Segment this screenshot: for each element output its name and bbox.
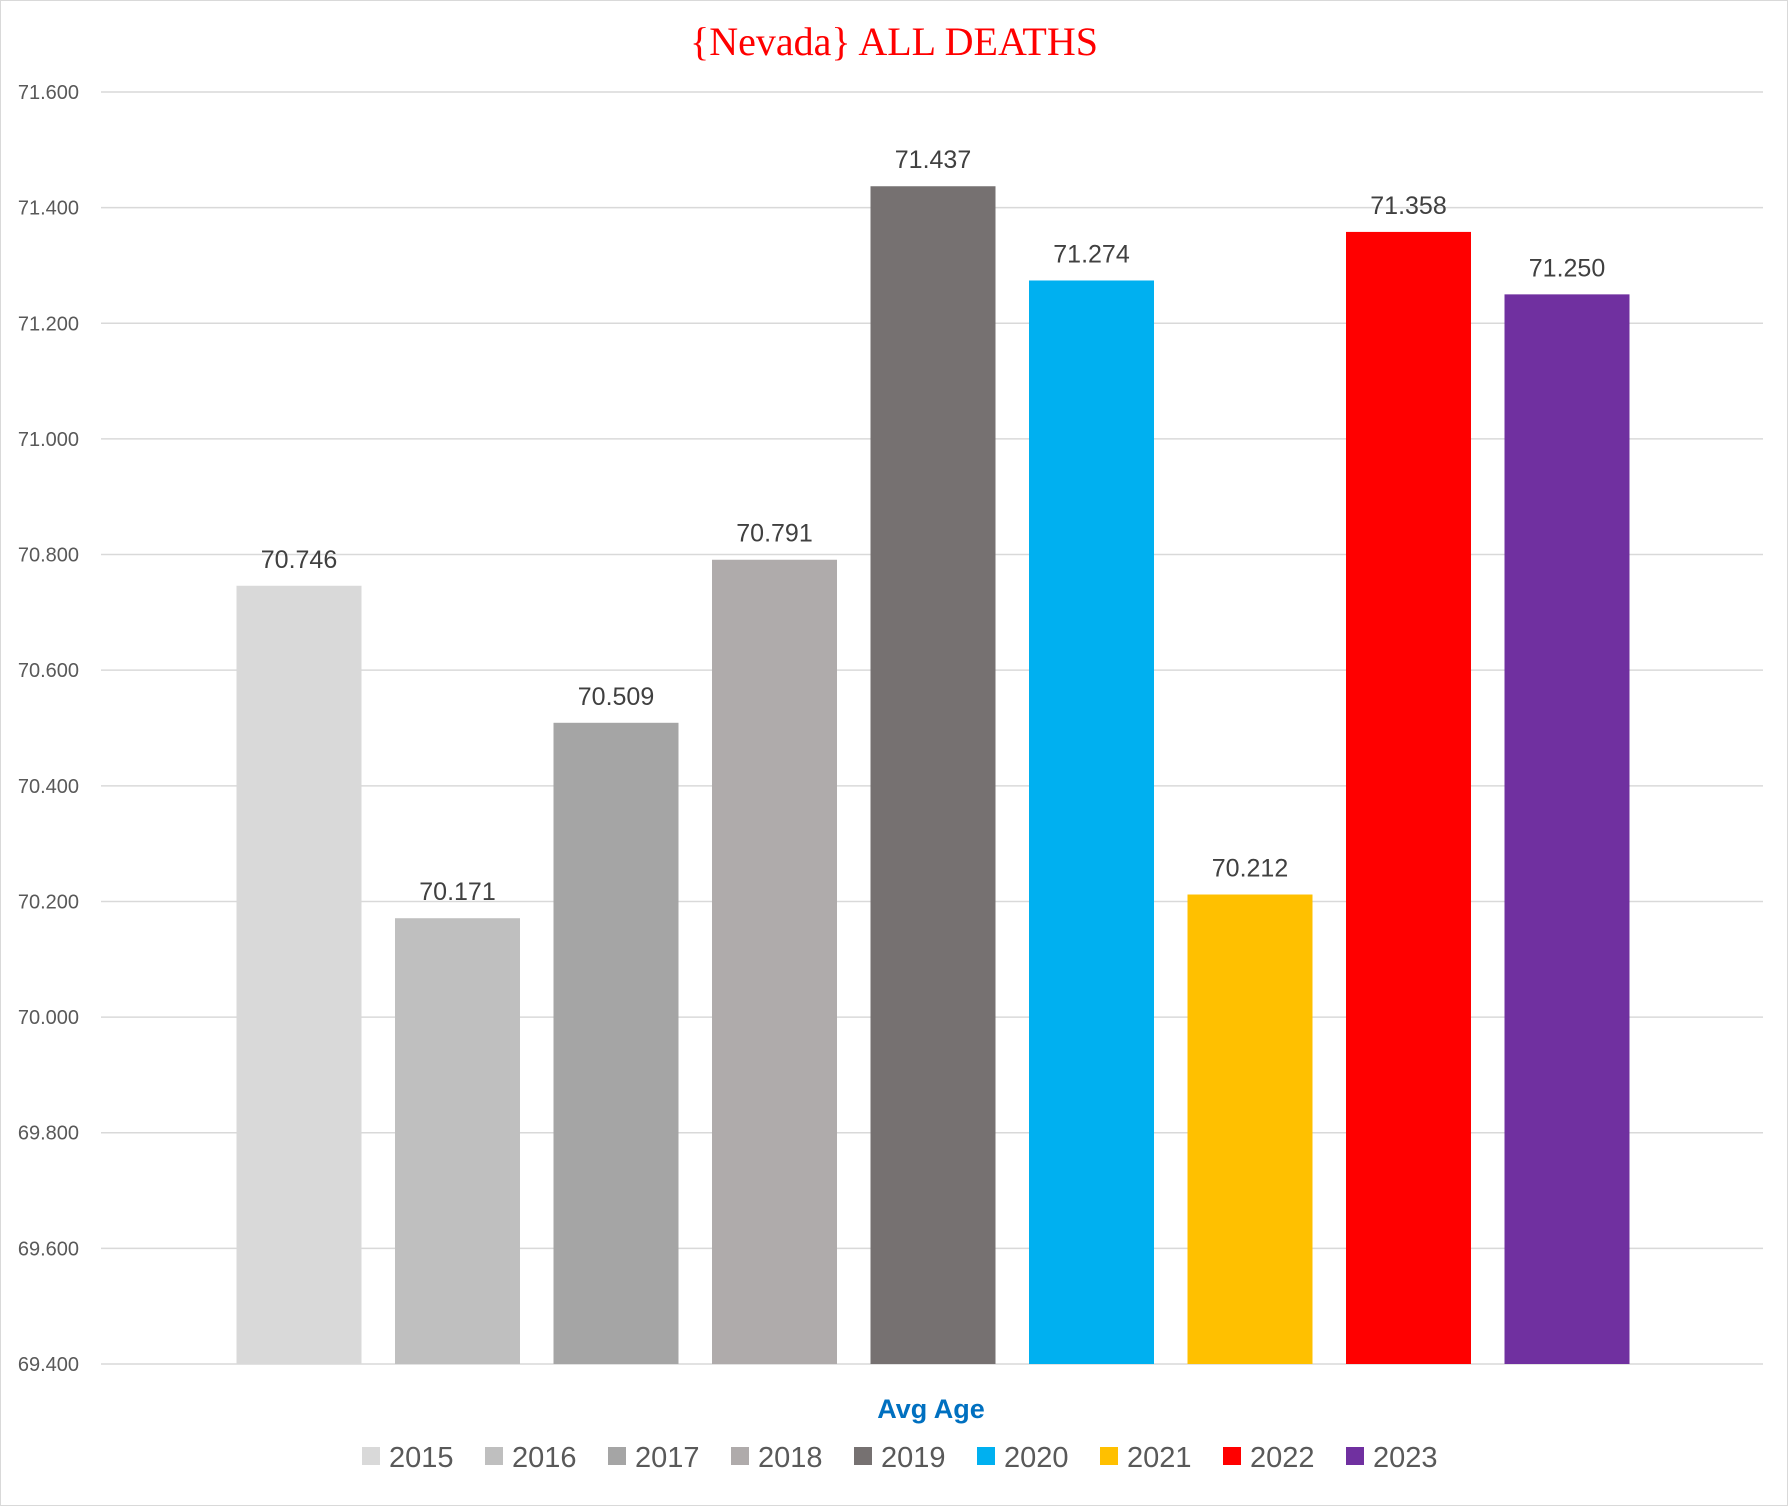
y-tick-label: 70.800: [18, 545, 79, 567]
legend-label-2015: 2015: [389, 1442, 454, 1474]
legend-swatch-2021: [1100, 1447, 1118, 1465]
y-tick-label: 71.200: [18, 313, 79, 335]
data-label-2021: 70.212: [1212, 855, 1288, 883]
legend-swatch-2017: [608, 1447, 626, 1465]
y-tick-label: 69.800: [18, 1123, 79, 1145]
data-label-2015: 70.746: [261, 546, 337, 574]
y-tick-label: 69.400: [18, 1354, 79, 1376]
legend-label-2016: 2016: [512, 1442, 577, 1474]
bar-2023: [1504, 294, 1630, 1364]
bar-2020: [1029, 280, 1154, 1364]
y-tick-label: 70.200: [18, 891, 79, 913]
data-label-2017: 70.509: [578, 683, 654, 711]
legend-label-2019: 2019: [881, 1442, 946, 1474]
bar-2017: [553, 722, 679, 1364]
y-tick-label: 71.400: [18, 198, 79, 220]
bar-2016: [395, 918, 520, 1364]
y-tick-label: 71.600: [18, 82, 79, 104]
x-axis-label: Avg Age: [877, 1394, 985, 1424]
chart-title: {Nevada} ALL DEATHS: [690, 19, 1098, 64]
bar-2019: [870, 186, 996, 1364]
bar-2022: [1346, 231, 1471, 1364]
legend-swatch-2018: [731, 1447, 749, 1465]
y-tick-label: 70.000: [18, 1007, 79, 1029]
bar-2015: [236, 585, 362, 1364]
legend-swatch-2023: [1346, 1447, 1364, 1465]
legend: 2015 2016 2017 2018 2019 2020 2021 2022 2023: [362, 1442, 1438, 1474]
data-label-2022: 71.358: [1370, 192, 1446, 220]
bar-2018: [712, 559, 837, 1364]
data-label-2019: 71.437: [895, 146, 971, 174]
y-tick-label: 69.600: [18, 1238, 79, 1260]
legend-swatch-2020: [977, 1447, 995, 1465]
legend-label-2017: 2017: [635, 1442, 700, 1474]
legend-label-2022: 2022: [1250, 1442, 1315, 1474]
data-label-2020: 71.274: [1053, 240, 1130, 268]
legend-swatch-2022: [1223, 1447, 1241, 1465]
data-label-2018: 70.791: [736, 520, 812, 548]
legend-swatch-2019: [854, 1447, 872, 1465]
y-tick-label: 70.600: [18, 660, 79, 682]
y-axis-ticks: 69.400 69.600 69.800 70.000 70.200 70.400 70.6…: [18, 82, 79, 1376]
legend-label-2020: 2020: [1004, 1442, 1069, 1474]
data-label-2016: 70.171: [419, 878, 495, 906]
y-tick-label: 71.000: [18, 429, 79, 451]
legend-swatch-2015: [362, 1447, 380, 1465]
legend-label-2023: 2023: [1373, 1442, 1438, 1474]
legend-label-2018: 2018: [758, 1442, 823, 1474]
bars: [236, 186, 1630, 1364]
y-tick-label: 70.400: [18, 776, 79, 798]
data-label-2023: 71.250: [1529, 254, 1605, 282]
bar-2021: [1187, 894, 1313, 1364]
legend-swatch-2016: [485, 1447, 503, 1465]
legend-label-2021: 2021: [1127, 1442, 1192, 1474]
data-labels: 70.746 70.171 70.509 70.791 71.437 71.274 70.2…: [261, 146, 1605, 906]
